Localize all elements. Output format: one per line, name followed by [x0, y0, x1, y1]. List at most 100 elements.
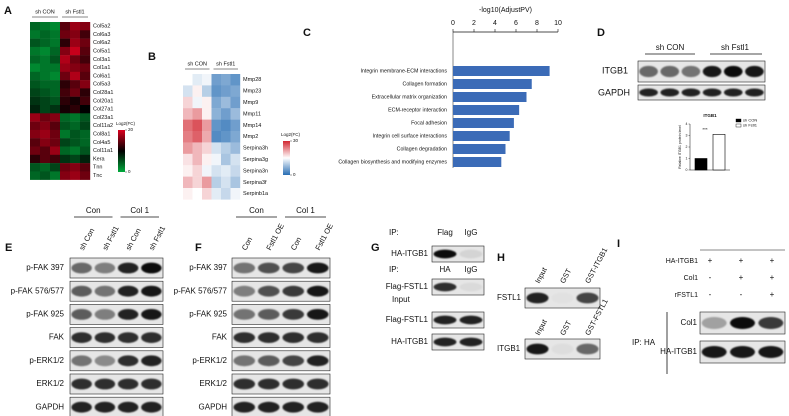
category-label: Integrin cell surface interactions — [373, 133, 448, 139]
blot-label: GAPDH — [36, 402, 65, 411]
heat-cell — [202, 96, 212, 109]
blot-band — [71, 332, 92, 343]
category-label: ECM-receptor interaction — [388, 107, 447, 113]
heat-cell — [230, 119, 241, 132]
blot-label: p-ERK1/2 — [29, 356, 64, 365]
heat-cell — [30, 71, 41, 81]
heat-cell — [202, 74, 212, 86]
blot-membrane — [69, 280, 164, 302]
x-tick-label: 4 — [493, 20, 497, 27]
category-label: Collagen degradation — [397, 146, 447, 152]
input-label: Input — [392, 295, 411, 304]
heat-cell — [40, 55, 51, 64]
bar — [453, 92, 527, 102]
blot-band — [681, 88, 701, 97]
x-tick-label: 6 — [514, 20, 518, 27]
blot-band — [526, 292, 549, 304]
heat-cell — [230, 165, 241, 177]
row-label: Mmp23 — [243, 89, 261, 95]
blot-band — [282, 332, 305, 343]
heat-cell — [183, 142, 193, 154]
row-label: Col5a1 — [93, 49, 110, 55]
heat-cell — [70, 30, 81, 39]
heat-cell — [80, 129, 91, 139]
blot-membrane — [524, 287, 601, 309]
row-label: Col11a1 — [93, 148, 113, 154]
blot-band — [282, 378, 305, 390]
heat-cell — [30, 88, 41, 97]
condition-sign: - — [709, 273, 712, 282]
heat-cell — [192, 142, 203, 154]
row-label: Tnc — [93, 173, 102, 179]
heat-cell — [70, 38, 81, 48]
blot-band — [71, 285, 92, 297]
row-label: Serpina3n — [243, 168, 268, 174]
blot-label: FSTL1 — [497, 293, 522, 302]
group-label: sh Fstl1 — [65, 9, 84, 15]
blot-band — [233, 332, 256, 343]
heat-cell — [80, 146, 91, 155]
blot-band — [257, 262, 280, 274]
heat-cell — [60, 71, 71, 81]
heat-cell — [80, 138, 91, 147]
heat-cell — [192, 131, 203, 143]
blot-band — [745, 65, 764, 78]
category-label: Integrin membrane-ECM interactions — [360, 68, 447, 74]
blot-band — [94, 401, 116, 413]
heat-cell — [40, 154, 51, 164]
heat-cell — [30, 146, 41, 155]
blot-band — [701, 317, 727, 329]
heat-cell — [50, 121, 61, 131]
bar — [712, 134, 726, 171]
row-label: Mmp9 — [243, 100, 258, 106]
heat-cell — [183, 74, 193, 86]
bar — [453, 105, 520, 115]
heat-cell — [60, 163, 71, 172]
legend-label: sh Fstl1 — [743, 123, 758, 128]
lane-label: Con — [240, 235, 254, 251]
category-label: Collagen biosynthesis and modifying enzy… — [338, 159, 447, 165]
row-label: Mmp28 — [243, 77, 261, 83]
blot-band — [257, 355, 280, 367]
blot-band — [117, 355, 139, 367]
heat-cell — [60, 55, 71, 64]
heat-cell — [60, 171, 71, 180]
heat-cell — [70, 80, 81, 89]
heat-cell — [30, 80, 41, 89]
blot-band — [702, 65, 722, 78]
blot-band — [306, 309, 329, 320]
blot-band — [660, 65, 680, 78]
heat-cell — [80, 163, 91, 172]
blot-band — [459, 282, 483, 292]
lane-label: GST-ITGB1 — [583, 246, 609, 285]
heat-cell — [30, 154, 41, 164]
heat-cell — [70, 46, 81, 56]
blot-band — [233, 355, 256, 367]
bar — [453, 66, 550, 76]
group-label: Con — [249, 206, 264, 215]
blot-band — [257, 401, 280, 413]
lane-label: Con — [289, 235, 303, 251]
blot-band — [306, 401, 329, 413]
heat-cell — [183, 131, 193, 143]
heat-cell — [230, 74, 241, 86]
blot-band — [702, 88, 722, 97]
heat-cell — [50, 88, 61, 97]
heat-cell — [211, 131, 222, 143]
blot-band — [94, 309, 116, 320]
blot-band — [282, 355, 305, 367]
blot-band — [433, 337, 457, 347]
heat-cell — [30, 171, 41, 180]
blot-label: ITGB1 — [497, 344, 521, 353]
blot-label: p-FAK 576/577 — [11, 286, 65, 295]
blot-band — [723, 88, 743, 97]
blot-band — [433, 282, 457, 292]
heat-cell — [30, 22, 41, 31]
heat-cell — [80, 22, 91, 31]
blot-membrane — [231, 304, 331, 325]
panel-label: B — [148, 51, 156, 63]
heat-cell — [221, 131, 231, 143]
y-tick-label: 4 — [686, 122, 688, 126]
heat-cell — [40, 88, 51, 97]
heat-cell — [80, 113, 91, 122]
